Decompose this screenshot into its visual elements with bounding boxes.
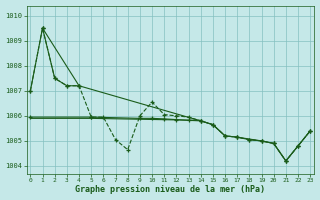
X-axis label: Graphe pression niveau de la mer (hPa): Graphe pression niveau de la mer (hPa) — [75, 185, 265, 194]
